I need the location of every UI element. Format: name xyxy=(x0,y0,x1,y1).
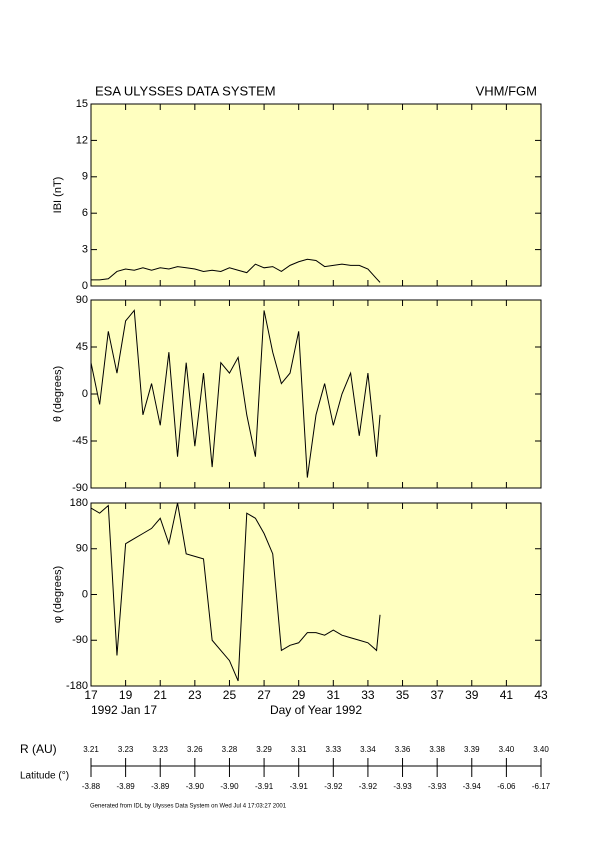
x-tick-label: 29 xyxy=(292,688,306,702)
r-value: 3.26 xyxy=(187,745,203,754)
y-tick-label: 90 xyxy=(76,543,88,555)
lat-value: -3.90 xyxy=(220,782,239,791)
x-tick-label: 37 xyxy=(430,688,444,702)
y-tick-label: -90 xyxy=(72,482,88,494)
r-value: 3.23 xyxy=(118,745,134,754)
lat-value: -3.90 xyxy=(186,782,205,791)
lat-value: -3.92 xyxy=(324,782,343,791)
footer: Generated from IDL by Ulysses Data Syste… xyxy=(90,804,287,810)
r-value: 3.31 xyxy=(291,745,307,754)
x-tick-label: 31 xyxy=(327,688,341,702)
x-tick-label: 27 xyxy=(257,688,271,702)
y-tick-label: 0 xyxy=(82,280,88,292)
x-tick-label: 41 xyxy=(500,688,514,702)
lat-value: -3.93 xyxy=(428,782,447,791)
y-tick-label: 45 xyxy=(76,341,88,353)
data-line xyxy=(91,503,381,682)
r-value: 3.39 xyxy=(464,745,480,754)
r-value: 3.33 xyxy=(326,745,342,754)
panel xyxy=(90,103,542,287)
r-value: 3.21 xyxy=(83,745,99,754)
instrument: VHM/FGM xyxy=(476,83,537,98)
y-tick-label: 9 xyxy=(82,171,88,183)
lat-value: -3.88 xyxy=(82,782,101,791)
lat-value: -3.89 xyxy=(151,782,170,791)
y-tick-label: -45 xyxy=(72,435,88,447)
y-tick-label: -180 xyxy=(66,680,88,692)
x-tick-label: 33 xyxy=(361,688,375,702)
r-value: 3.29 xyxy=(256,745,272,754)
panel xyxy=(90,299,542,489)
date-label: 1992 Jan 17 xyxy=(91,703,157,717)
y-tick-label: -90 xyxy=(72,634,88,646)
lat-value: -3.91 xyxy=(290,782,309,791)
lat-value: -3.89 xyxy=(116,782,135,791)
x-axis-label: Day of Year 1992 xyxy=(270,703,362,717)
r-value: 3.28 xyxy=(222,745,238,754)
panel xyxy=(90,502,542,687)
r-value: 3.23 xyxy=(152,745,168,754)
r-label: R (AU) xyxy=(20,742,57,756)
y-tick-label: 0 xyxy=(82,388,88,400)
data-line xyxy=(91,309,381,478)
r-value: 3.40 xyxy=(499,745,515,754)
y-axis-label: IBI (nT) xyxy=(52,177,64,214)
data-line xyxy=(91,258,381,283)
y-tick-label: 6 xyxy=(82,207,88,219)
lat-value: -3.93 xyxy=(393,782,412,791)
y-axis-label: θ (degrees) xyxy=(52,366,64,422)
y-axis-label: φ (degrees) xyxy=(52,566,64,623)
lat-value: -6.06 xyxy=(497,782,516,791)
x-tick-label: 21 xyxy=(154,688,168,702)
r-value: 3.34 xyxy=(360,745,376,754)
lat-value: -3.92 xyxy=(359,782,378,791)
lat-value: -6.17 xyxy=(532,782,551,791)
x-tick-label: 35 xyxy=(396,688,410,702)
y-tick-label: 180 xyxy=(70,497,88,509)
r-value: 3.36 xyxy=(395,745,411,754)
title: ESA ULYSSES DATA SYSTEM xyxy=(95,83,276,98)
x-tick-label: 19 xyxy=(119,688,133,702)
y-tick-label: 15 xyxy=(76,98,88,110)
y-tick-label: 0 xyxy=(82,588,88,600)
y-tick-label: 90 xyxy=(76,294,88,306)
x-tick-label: 25 xyxy=(223,688,237,702)
r-value: 3.38 xyxy=(429,745,445,754)
lat-value: -3.94 xyxy=(463,782,482,791)
x-tick-label: 17 xyxy=(84,688,98,702)
lat-label: Latitude (°) xyxy=(20,771,69,782)
lat-value: -3.91 xyxy=(255,782,274,791)
y-tick-label: 3 xyxy=(82,244,88,256)
x-tick-label: 43 xyxy=(534,688,548,702)
y-tick-label: 12 xyxy=(76,134,88,146)
x-tick-label: 39 xyxy=(465,688,479,702)
r-value: 3.40 xyxy=(533,745,549,754)
x-tick-label: 23 xyxy=(188,688,202,702)
